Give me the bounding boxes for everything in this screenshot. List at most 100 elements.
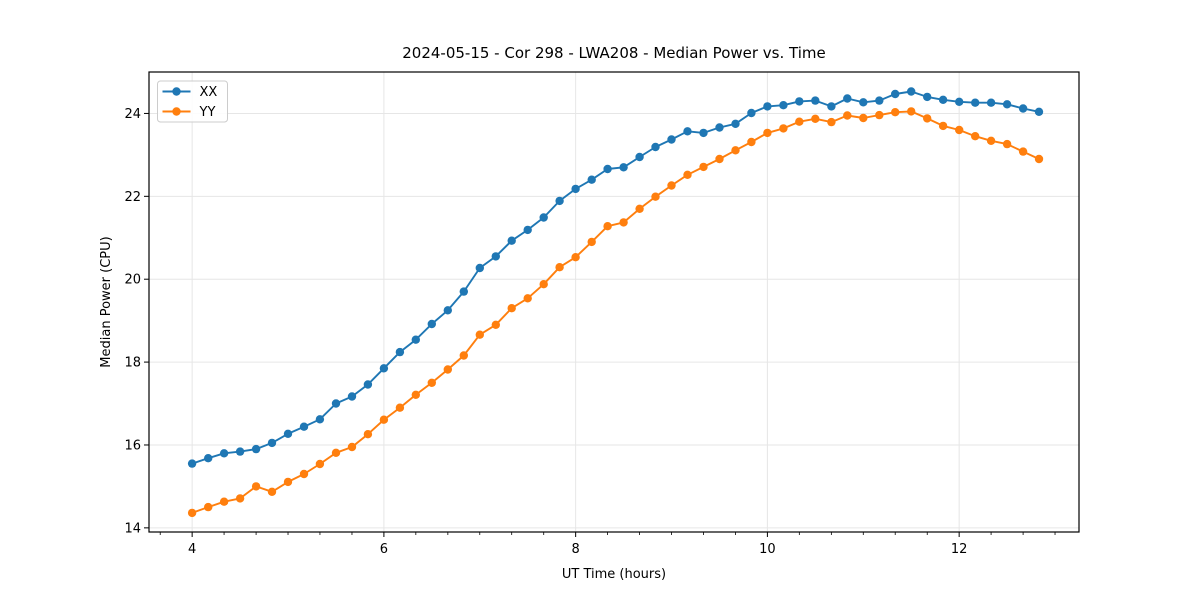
data-point [1034, 107, 1044, 117]
data-point [283, 429, 293, 438]
data-point [283, 477, 293, 487]
data-point [395, 347, 405, 357]
series-markers-xx [187, 87, 1044, 468]
x-tick-label: 4 [188, 542, 196, 557]
data-point [763, 128, 772, 138]
y-tick-label: 14 [124, 521, 141, 536]
data-point [427, 378, 436, 387]
data-point [938, 95, 948, 105]
data-point [699, 162, 708, 172]
data-point [219, 497, 229, 506]
data-point [379, 364, 389, 373]
x-tick-label: 10 [759, 542, 776, 557]
data-point [635, 204, 644, 213]
data-point [523, 294, 532, 303]
data-point [843, 94, 852, 103]
legend-item-yy: YY [162, 105, 216, 120]
data-point [619, 218, 628, 227]
data-point [843, 111, 852, 120]
data-point [923, 114, 932, 123]
legend-label: YY [199, 105, 216, 120]
data-point [235, 494, 245, 503]
x-tick-label: 6 [380, 542, 388, 557]
data-point [859, 98, 868, 107]
data-point [571, 253, 580, 262]
data-point [475, 330, 484, 339]
series-line-xx [191, 90, 1040, 465]
data-point [891, 108, 900, 117]
data-point [331, 399, 341, 408]
data-point [491, 252, 500, 261]
data-point [267, 487, 277, 496]
data-point [667, 135, 676, 144]
data-point [204, 454, 213, 463]
data-point [603, 164, 612, 174]
axis-ticks: 4 6 8 10 12 14 16 18 20 22 24 [124, 107, 1056, 557]
data-point [747, 108, 756, 118]
data-point [187, 508, 197, 518]
data-point [555, 196, 564, 206]
plot-box [148, 71, 1080, 533]
data-point [187, 459, 197, 468]
data-point [907, 107, 916, 116]
chart-title: 2024-05-15 - Cor 298 - LWA208 - Median P… [402, 44, 826, 62]
data-point [747, 137, 756, 147]
data-point [971, 132, 980, 141]
data-point [986, 98, 996, 107]
data-point [363, 380, 373, 389]
data-point [795, 97, 804, 106]
x-tick-label: 8 [572, 542, 580, 557]
data-point [1018, 147, 1028, 156]
y-axis-label: Median Power (CPU) [99, 236, 114, 367]
data-point [986, 136, 996, 145]
data-point [731, 146, 740, 155]
data-point [219, 449, 229, 458]
data-point [1034, 154, 1044, 164]
data-point [715, 123, 724, 132]
data-point [795, 117, 804, 126]
data-point [411, 335, 420, 344]
data-point [875, 96, 884, 105]
data-point [475, 263, 484, 273]
data-point [235, 447, 245, 456]
data-point [251, 444, 261, 454]
data-point [379, 415, 389, 424]
data-point [731, 119, 740, 128]
data-point [523, 225, 532, 235]
data-point [491, 320, 500, 329]
data-point [1018, 104, 1028, 113]
y-tick-label: 22 [124, 190, 141, 205]
data-point [827, 117, 836, 127]
data-point [779, 124, 788, 133]
data-point [251, 482, 261, 491]
data-point [603, 222, 612, 231]
data-point [651, 192, 660, 201]
legend: XX YY [157, 80, 228, 123]
data-point [267, 438, 277, 448]
data-point [459, 351, 468, 360]
data-point [331, 448, 341, 457]
data-point [555, 263, 564, 272]
data-point [395, 403, 405, 412]
legend-item-xx: XX [162, 85, 218, 100]
data-point [411, 390, 420, 399]
data-point [811, 96, 820, 105]
data-point [683, 170, 692, 179]
data-point [715, 154, 724, 164]
data-point [827, 102, 836, 111]
data-point [299, 422, 309, 431]
x-axis-label: UT Time (hours) [562, 567, 666, 582]
data-point [971, 98, 980, 107]
data-point [923, 92, 932, 102]
data-point [315, 459, 325, 469]
data-point [635, 152, 644, 162]
legend-label: XX [200, 85, 218, 100]
legend-marker-icon [172, 87, 181, 96]
data-point [619, 163, 628, 172]
legend-marker-icon [172, 107, 181, 116]
data-point [667, 181, 676, 190]
data-series [187, 87, 1044, 518]
data-point [907, 87, 916, 96]
